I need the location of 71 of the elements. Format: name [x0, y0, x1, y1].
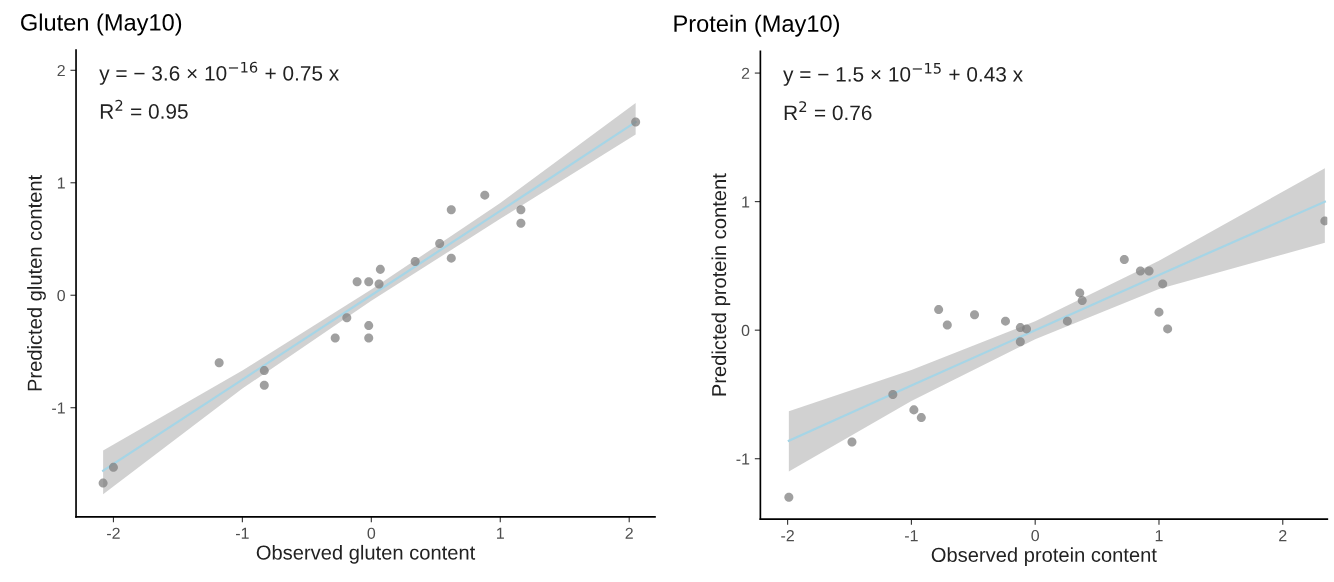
point [1062, 316, 1072, 326]
y-tick-label: 1 [57, 177, 65, 189]
point [98, 478, 108, 488]
point [1320, 216, 1328, 226]
x-tick-label: 0 [367, 527, 376, 539]
point [410, 257, 420, 266]
point [909, 405, 919, 415]
point [352, 277, 362, 287]
point [214, 358, 224, 368]
x-tick-label: 0 [1031, 529, 1040, 542]
point [330, 333, 340, 343]
point [259, 380, 269, 390]
y-tick-label: -1 [52, 402, 65, 414]
x-tick-label: -1 [235, 527, 249, 539]
x-axis-title: Observed gluten content [256, 544, 476, 564]
point [888, 389, 898, 399]
point [108, 462, 118, 472]
annotation: y = − 3.6 × 10$^{−16}$ + 0.75 x [99, 61, 339, 85]
y-tick-label: 1 [742, 196, 750, 208]
y-axis-title: Predicted protein content [711, 173, 731, 396]
point [942, 320, 952, 330]
point [364, 333, 374, 343]
y-tick-label: 2 [741, 67, 750, 79]
point [1077, 296, 1087, 306]
point [446, 253, 456, 263]
y-tick-label: 0 [57, 289, 65, 302]
point [1119, 254, 1129, 264]
y-tick-label: -1 [736, 453, 750, 465]
x-tick-label: -1 [905, 530, 918, 542]
x-tick-label: -2 [781, 529, 794, 542]
chart-title: Gluten (May10) [21, 13, 182, 36]
y-tick-label: 2 [57, 64, 65, 77]
point [1158, 279, 1168, 289]
y-tick-label: 0 [741, 324, 750, 337]
point [364, 321, 374, 331]
x-axis-title: Observed protein content [931, 547, 1157, 566]
point [516, 205, 526, 215]
point [631, 117, 641, 127]
point [259, 366, 269, 376]
point [446, 205, 456, 215]
point [375, 264, 385, 274]
point [1075, 288, 1085, 298]
y-axis-title: Predicted gluten content [27, 174, 46, 391]
x-tick-label: 2 [1279, 529, 1287, 542]
annotation: R$^{2}$ = 0.95 [100, 99, 188, 119]
point [784, 492, 794, 502]
point [435, 239, 445, 249]
line-series [787, 200, 1326, 442]
annotation: y = − 1.5 × 10$^{−15}$ + 0.43 x [783, 62, 1023, 86]
point [1022, 324, 1032, 334]
x-tick-label: 1 [1155, 530, 1163, 542]
annotation: R$^{2}$ = 0.76 [784, 101, 872, 121]
point [847, 437, 857, 447]
chart-title: Protein (May10) [674, 14, 839, 37]
point [480, 190, 490, 200]
point [364, 277, 374, 287]
point [1000, 316, 1010, 326]
point [934, 305, 944, 315]
point [342, 313, 352, 323]
point [1154, 307, 1164, 317]
x-tick-label: 1 [497, 527, 504, 539]
point [1144, 266, 1154, 276]
point [970, 310, 980, 320]
point [1135, 266, 1145, 276]
point [516, 218, 526, 228]
point [916, 413, 926, 423]
point [1015, 337, 1025, 347]
point [374, 279, 384, 289]
x-tick-label: 2 [625, 527, 633, 539]
x-tick-label: -2 [107, 527, 120, 539]
point [1163, 324, 1173, 334]
